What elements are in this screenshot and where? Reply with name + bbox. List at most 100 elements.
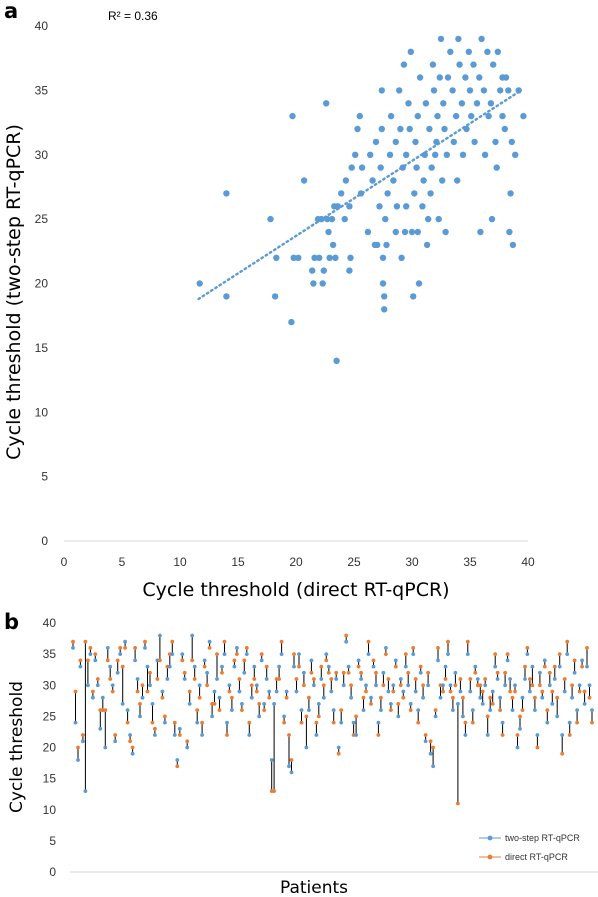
two-step-marker — [316, 702, 321, 706]
two-step-marker — [498, 695, 502, 700]
patient-pair — [451, 695, 455, 712]
patient-pair — [145, 664, 150, 694]
two-step-marker — [302, 670, 306, 675]
data-point — [414, 228, 421, 236]
y-tick-label: 10 — [35, 405, 49, 419]
two-step-marker — [408, 702, 413, 706]
two-step-marker — [555, 714, 560, 719]
two-step-marker — [475, 677, 480, 681]
direct-marker — [374, 670, 378, 675]
direct-marker — [83, 639, 88, 644]
patient-pair — [416, 708, 421, 725]
x-tick-label: 0 — [61, 555, 68, 569]
patient-pair — [262, 702, 267, 712]
data-point — [378, 87, 385, 94]
two-step-marker — [416, 708, 421, 712]
direct-marker — [448, 689, 453, 694]
two-step-marker — [197, 683, 202, 688]
two-step-marker — [81, 739, 85, 744]
patient-pair — [172, 720, 177, 737]
two-step-marker — [120, 702, 125, 706]
direct-marker — [371, 658, 376, 663]
two-step-marker — [118, 652, 123, 656]
patient-pair — [366, 639, 371, 656]
direct-marker — [585, 646, 589, 650]
two-step-marker — [341, 683, 346, 688]
patient-pair — [304, 714, 309, 750]
data-point — [468, 112, 475, 120]
data-point — [347, 254, 354, 261]
direct-marker — [125, 720, 130, 725]
two-step-marker — [170, 652, 175, 656]
patient-pair — [495, 670, 500, 681]
direct-marker — [331, 720, 336, 725]
two-step-marker — [540, 695, 545, 700]
data-point — [450, 138, 457, 146]
y-axis-title-b: Cycle threshold — [7, 681, 27, 813]
patient-pair — [200, 720, 205, 737]
patient-pair — [282, 714, 286, 725]
patient-pair — [361, 695, 366, 712]
data-point — [454, 177, 461, 184]
two-step-marker — [393, 658, 398, 663]
data-point — [493, 164, 500, 171]
direct-marker — [160, 695, 165, 700]
two-step-marker — [76, 758, 80, 762]
two-step-marker — [212, 689, 217, 694]
direct-marker — [490, 702, 495, 706]
two-step-marker — [483, 683, 488, 688]
patient-pair — [418, 664, 423, 675]
direct-marker — [304, 714, 309, 719]
data-point — [295, 254, 302, 261]
direct-marker — [140, 683, 145, 688]
patient-pair — [505, 652, 510, 663]
data-point — [429, 61, 437, 68]
patient-pair — [478, 683, 483, 700]
data-point — [273, 254, 280, 261]
two-step-marker — [143, 646, 147, 650]
patient-pair — [321, 683, 326, 700]
direct-marker — [510, 695, 515, 700]
patient-pair — [279, 639, 284, 656]
patient-pair — [190, 633, 195, 663]
patient-pair — [292, 652, 296, 669]
data-point — [447, 48, 454, 55]
patient-pair — [498, 695, 502, 712]
patient-pair — [542, 658, 547, 669]
patient-pair — [105, 646, 110, 663]
patient-pair — [272, 702, 276, 793]
patient-pair — [523, 664, 527, 681]
direct-marker — [468, 677, 473, 681]
two-step-marker — [331, 708, 336, 712]
patient-pair — [86, 658, 90, 688]
two-step-marker — [244, 652, 249, 656]
patient-pair — [384, 646, 388, 656]
direct-marker — [555, 695, 560, 700]
direct-marker — [379, 695, 383, 700]
two-step-marker — [135, 677, 140, 681]
x-tick-label: 15 — [231, 555, 245, 569]
two-step-marker — [279, 652, 284, 656]
two-step-marker — [520, 695, 525, 700]
patient-pair — [446, 639, 450, 656]
data-point — [320, 267, 327, 274]
direct-marker — [235, 652, 239, 656]
direct-marker — [550, 689, 555, 694]
direct-marker — [267, 695, 272, 700]
direct-marker — [346, 670, 351, 675]
two-step-marker — [86, 683, 90, 688]
data-point — [505, 87, 512, 94]
patient-pair — [334, 670, 339, 681]
patient-pair — [485, 714, 490, 737]
direct-marker — [535, 745, 540, 750]
direct-marker — [155, 677, 160, 681]
two-step-marker — [284, 689, 289, 694]
two-step-marker — [254, 683, 259, 688]
two-step-marker — [128, 733, 133, 737]
direct-marker — [302, 683, 306, 688]
patient-pair — [545, 708, 550, 725]
x-tick-label: 35 — [463, 555, 477, 569]
data-point — [426, 125, 433, 133]
two-step-marker — [500, 720, 505, 725]
data-point — [379, 280, 387, 287]
